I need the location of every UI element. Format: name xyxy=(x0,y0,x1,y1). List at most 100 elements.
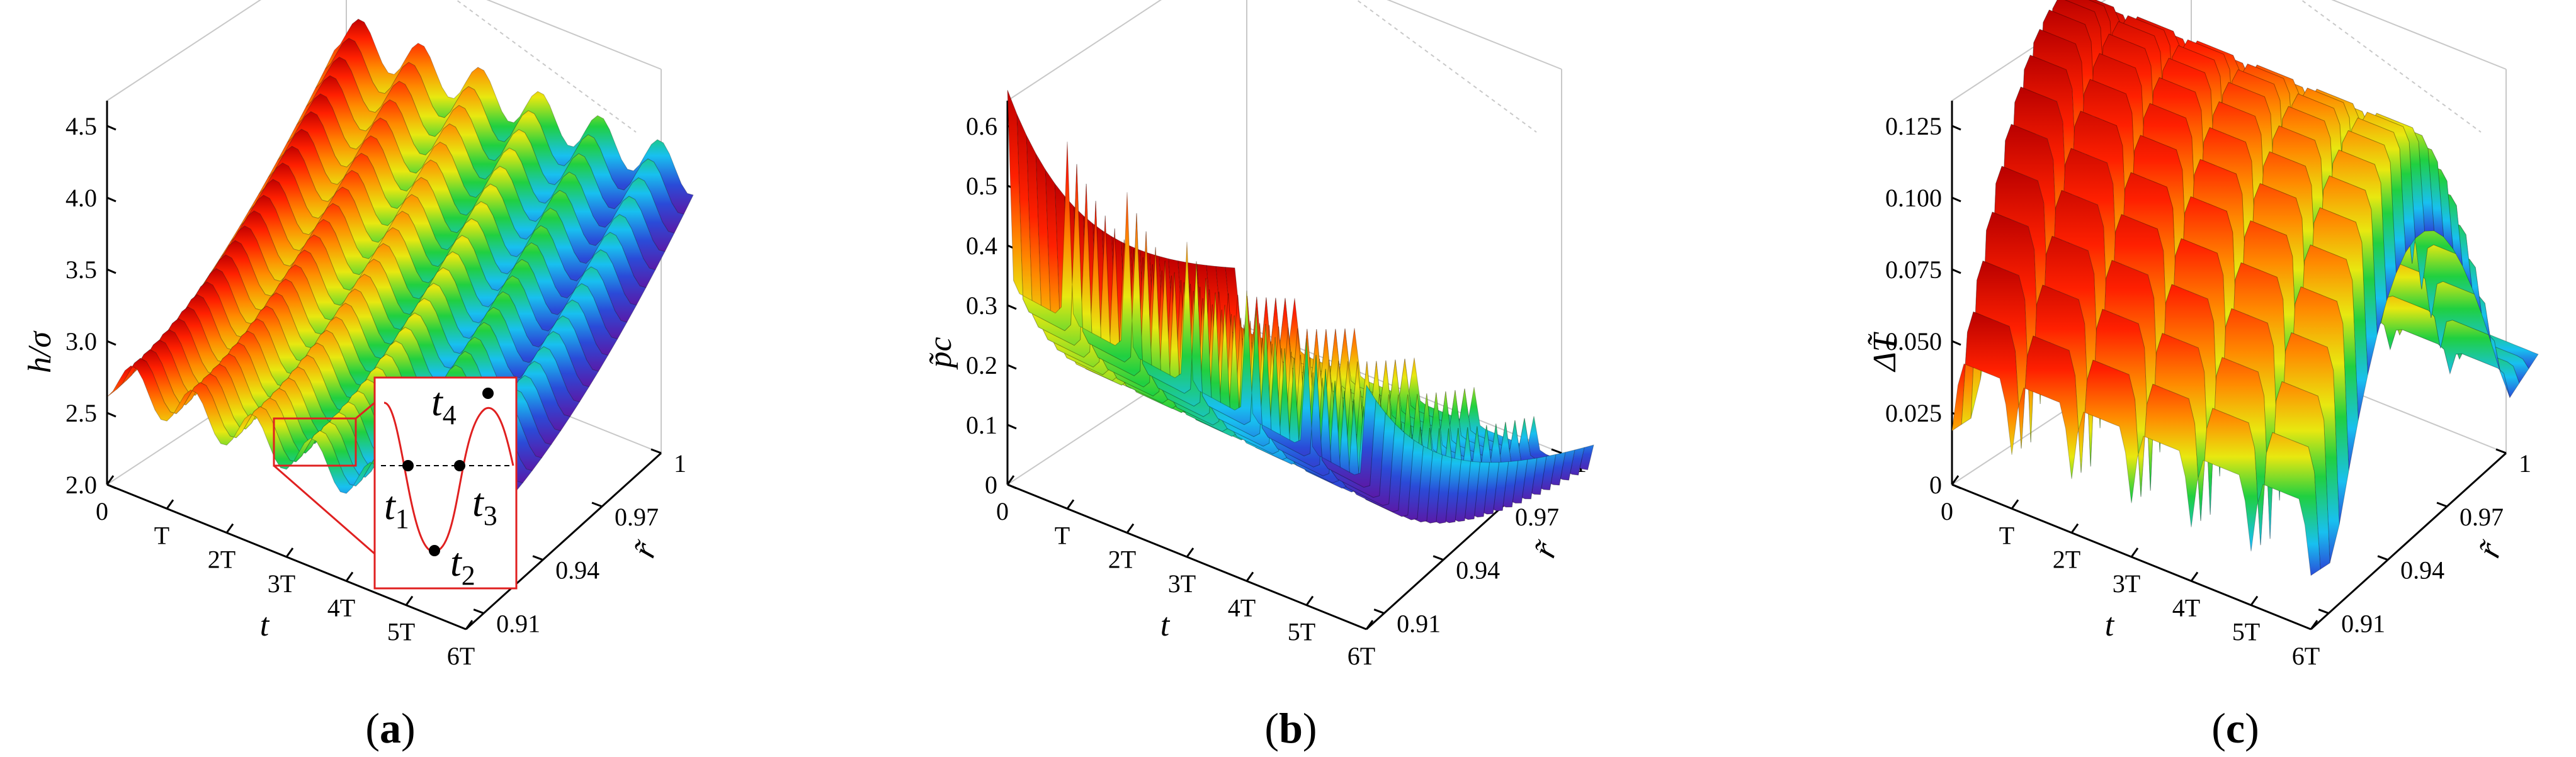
x-tick xyxy=(2190,571,2199,582)
caption-close: ) xyxy=(2245,704,2259,752)
z-tick-label: 0.3 xyxy=(966,291,997,320)
y-axis-line xyxy=(2310,452,2507,631)
z-tick xyxy=(1007,423,1017,430)
y-tick xyxy=(1373,608,1385,614)
inset-point xyxy=(482,388,494,399)
y-tick-label: 1 xyxy=(2519,449,2531,478)
caption-open: ( xyxy=(2211,704,2226,752)
z-tick xyxy=(106,268,116,274)
x-tick xyxy=(1245,571,1254,582)
inset-connector xyxy=(355,401,375,420)
z-tick xyxy=(1951,196,1961,203)
x-tick-label: T xyxy=(154,521,169,549)
caption-close: ) xyxy=(1303,704,1317,752)
inset-point xyxy=(429,545,440,556)
y-tick-label: 0.94 xyxy=(1456,556,1500,585)
z-tick xyxy=(106,340,116,346)
inset-point-label: t3 xyxy=(472,480,497,531)
x-tick-label: 5T xyxy=(387,618,415,646)
z-tick xyxy=(106,412,116,418)
y-axis-label: r̃ xyxy=(1526,536,1565,563)
panel-caption: (c) xyxy=(2211,704,2259,752)
y-tick xyxy=(1433,555,1444,561)
z-tick xyxy=(106,483,116,490)
x-tick-label: T xyxy=(1999,521,2014,549)
x-tick-label: 0 xyxy=(996,497,1009,525)
z-tick xyxy=(1007,364,1017,370)
x-tick xyxy=(405,595,414,606)
x-tick-label: 4T xyxy=(327,593,355,622)
z-tick-label: 0 xyxy=(1929,471,1942,499)
x-tick xyxy=(2130,547,2139,558)
surface-strip xyxy=(1007,89,1376,488)
z-tick xyxy=(1951,340,1961,346)
x-axis-label: t xyxy=(2105,607,2115,643)
z-axis-label: p̃c xyxy=(922,337,958,370)
x-tick-label: T xyxy=(1055,521,1070,549)
x-tick-label: 2T xyxy=(208,546,235,574)
x-tick xyxy=(2011,499,2019,510)
panel-caption: (b) xyxy=(1264,704,1317,752)
z-tick-label: 0.5 xyxy=(966,172,997,200)
x-tick xyxy=(1006,475,1015,485)
panel-b: 0 0.1 0.2 0.3 0.4 0.5 0.6 0 T 2T 3T 4T 5T 6T 0.91 0.94 0… xyxy=(922,0,1594,752)
y-tick-label: 0.97 xyxy=(2460,503,2504,531)
y-tick-label: 0.91 xyxy=(2341,610,2385,638)
panel-c: 0 0.025 0.050 0.075 0.100 0.125 0 T 2T 3T 4T 5T 6T 0.… xyxy=(1867,0,2539,752)
y-tick xyxy=(650,448,662,454)
z-tick xyxy=(106,196,116,203)
y-tick xyxy=(473,608,484,614)
caption-open: ( xyxy=(365,704,380,752)
x-axis-label: t xyxy=(1160,607,1171,643)
y-tick xyxy=(2318,608,2329,614)
x-tick-label: 6T xyxy=(2292,642,2320,670)
surface xyxy=(1951,0,2539,576)
y-tick-label: 0.91 xyxy=(496,610,540,638)
inset-point-label: t1 xyxy=(384,483,409,534)
x-tick-label: 2T xyxy=(1108,546,1136,574)
z-tick-label: 0.125 xyxy=(1885,112,1942,140)
y-tick xyxy=(1551,448,1562,454)
y-tick-label: 0.94 xyxy=(2400,556,2444,585)
x-tick xyxy=(345,571,354,582)
x-tick-label: 3T xyxy=(2113,569,2140,598)
z-tick-label: 0.2 xyxy=(966,351,997,379)
x-tick-label: 0 xyxy=(96,497,108,525)
x-axis-label: t xyxy=(260,607,270,643)
inset-point-label: t2 xyxy=(450,540,475,591)
z-tick xyxy=(106,125,116,131)
y-tick-label: 0.94 xyxy=(555,556,599,585)
z-tick xyxy=(1951,483,1961,490)
caption-close: ) xyxy=(401,704,416,752)
caption-letter: b xyxy=(1279,704,1303,752)
z-tick-label: 0 xyxy=(985,471,997,499)
inset: t1 t2 t3 t4 xyxy=(273,376,518,591)
x-tick xyxy=(285,547,294,558)
z-tick-label: 0.1 xyxy=(966,411,997,439)
panel-caption: (a) xyxy=(365,704,415,752)
y-axis-line xyxy=(465,452,662,631)
x-tick xyxy=(2310,620,2318,630)
x-tick xyxy=(1365,620,1374,630)
caption-letter: c xyxy=(2226,704,2245,752)
z-tick-label: 2.0 xyxy=(65,471,97,499)
y-tick xyxy=(2495,448,2507,454)
x-tick-label: 5T xyxy=(1288,618,1315,646)
surface-strip xyxy=(1951,311,2321,576)
x-tick-label: 2T xyxy=(2053,546,2080,574)
x-tick-label: 3T xyxy=(1168,569,1196,598)
y-tick xyxy=(591,502,603,508)
x-tick-label: 3T xyxy=(268,569,295,598)
z-tick-label: 4.0 xyxy=(65,184,97,212)
x-tick xyxy=(225,523,234,534)
panel-a: 2.0 2.5 3.0 3.5 4.0 4.5 0 T 2T 3T 4T 5T 6T 0.91 0.94 0.… xyxy=(22,0,694,752)
z-tick-label: 0.075 xyxy=(1885,255,1942,284)
z-tick-label: 0.100 xyxy=(1885,184,1942,212)
surface xyxy=(1007,89,1594,524)
z-tick-label: 4.5 xyxy=(65,112,97,140)
x-tick-label: 4T xyxy=(1228,593,1256,622)
y-axis-label: r̃ xyxy=(626,536,665,563)
y-tick-label: 0.91 xyxy=(1397,610,1441,638)
z-tick-label: 0.6 xyxy=(966,112,997,140)
